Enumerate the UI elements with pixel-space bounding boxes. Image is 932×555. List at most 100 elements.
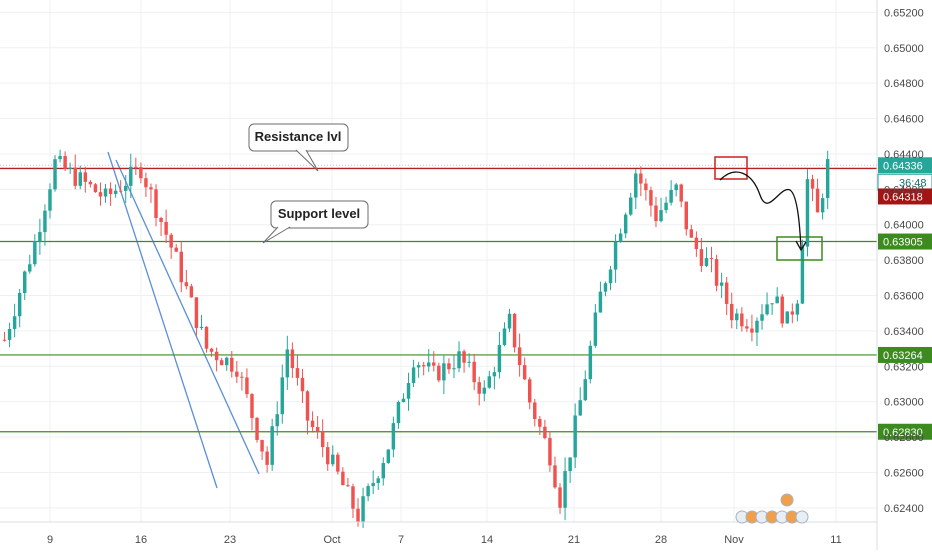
candle-body [795,303,800,315]
x-tick-label: 28 [655,534,667,546]
level-badge [878,423,932,440]
drawings: Resistance lvl Support level [248,123,823,261]
candle-body [618,233,623,242]
candle-body [780,296,784,324]
candle-body [467,361,471,363]
x-tick-label: Oct [323,534,340,546]
candle-body [78,172,82,186]
candle-body [43,210,47,233]
candle-body [275,414,279,427]
candle-body [684,201,688,230]
candle-body [184,282,189,287]
candle-body [714,259,719,286]
candle-body [174,247,178,252]
candle-body [139,167,143,179]
candle-body [280,377,284,415]
candle-body [472,361,476,383]
candle-body [437,365,441,381]
candle-body [507,313,512,329]
candle-body [502,328,507,345]
candle-body [634,173,638,198]
x-tick-label: Nov [724,534,744,546]
candle-body [53,159,57,190]
candle-body [497,344,502,373]
candle-body [98,192,103,197]
event-flag-icon[interactable] [795,510,809,524]
candle-body [568,457,572,472]
current-price-label: 0.64336 [883,160,923,172]
candle-body [28,264,32,272]
candle-body [477,382,481,394]
candle-body [83,172,88,182]
candle-body [533,402,537,420]
candle-body [154,189,158,219]
bid-price-badge [878,188,932,205]
candle-body [588,345,593,380]
candle-body [189,286,194,298]
y-tick-label: 0.62400 [884,503,924,515]
candle-body [376,478,380,484]
candle-body [755,320,759,333]
candle-body [674,184,678,191]
candle-body [704,258,709,266]
candle-body [800,246,805,304]
candle-body [608,269,613,284]
support-callout-box [270,200,369,229]
candle-body [396,402,401,424]
x-tick-label: 16 [135,534,147,546]
candle-body [629,197,633,215]
candle-body [785,311,789,324]
candle-body [305,391,310,421]
candle-body [558,487,562,508]
candle-body [593,312,598,346]
y-tick-label: 0.64200 [884,184,924,196]
candle-body [315,427,320,432]
candle-body [88,181,93,185]
candle-body [694,237,699,250]
candle-body [623,214,628,234]
y-tick-label: 0.63800 [884,255,924,267]
candle-body [103,188,108,197]
x-tick-label: 9 [47,534,53,546]
y-tick-label: 0.64600 [884,114,924,126]
candle-body [654,205,658,222]
candle-body [790,311,795,315]
candle-body [124,185,128,191]
candle-body [810,179,815,189]
candle-body [225,357,229,366]
candle-body [7,328,12,340]
candle-body [361,496,365,523]
candle-body [825,159,830,199]
candle-body [699,249,704,266]
y-tick-label: 0.65000 [884,43,924,55]
candle-body [341,471,345,486]
candle-body [487,376,492,388]
time-axis: 9 16 23 Oct 7 14 21 28 Nov 11 [47,534,842,546]
candle-body [108,188,113,194]
x-tick-label: 11 [830,534,841,546]
candle-body [649,190,653,206]
candle-body [295,368,300,378]
candle-body [336,454,340,472]
event-flag-icon[interactable] [780,493,794,507]
x-tick-label: 23 [224,534,236,546]
candle-body [63,156,67,169]
economic-events[interactable] [735,493,809,524]
candle-body [134,166,138,168]
candle-body [462,351,466,363]
candle-body [204,326,209,349]
candle-body [240,376,244,378]
countdown-label: 36:48 [899,177,927,189]
resistance-callout-pointer [295,149,319,172]
candle-body [421,365,426,367]
level-badge [878,346,932,363]
candle-body [118,190,123,192]
candle-body [770,303,774,305]
candle-body [447,363,451,370]
candle-body [33,241,37,265]
y-tick-label: 0.63400 [884,326,924,338]
candle-body [68,167,72,169]
